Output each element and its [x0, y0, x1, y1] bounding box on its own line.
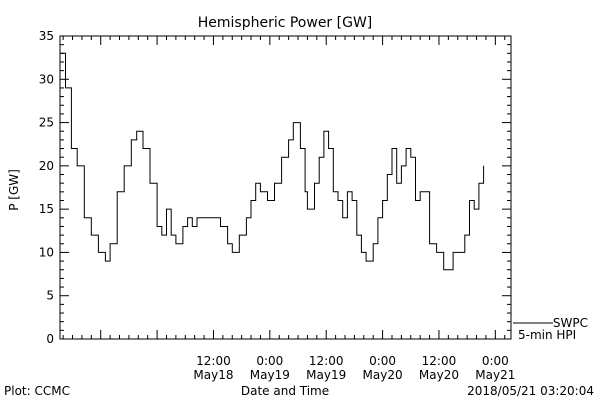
series-line-hpi — [60, 52, 485, 271]
y-tick-label: 10 — [39, 245, 54, 259]
x-tick-date-label: May19 — [250, 368, 290, 382]
x-tick-time-label: 0:00 — [369, 354, 396, 368]
x-tick-date-label: May21 — [475, 368, 515, 382]
legend-source: SWPC — [553, 316, 588, 330]
y-tick-label: 15 — [39, 202, 54, 216]
y-axis-ticks: 0 5 10 15 20 25 30 35 — [39, 29, 511, 346]
x-tick-time-label: 12:00 — [196, 354, 231, 368]
y-tick-label: 0 — [46, 332, 54, 346]
x-axis-ticks: 12:00May180:00May1912:00May190:00May2012… — [62, 36, 515, 382]
plot-credit: Plot: CCMC — [4, 384, 70, 398]
x-tick-time-label: 0:00 — [256, 354, 283, 368]
plot-timestamp: 2018/05/21 03:20:04 — [467, 384, 594, 398]
plot-frame — [59, 35, 512, 340]
y-tick-label: 30 — [39, 72, 54, 86]
x-tick-date-label: May19 — [306, 368, 346, 382]
y-tick-label: 35 — [39, 29, 54, 43]
chart-title: Hemispheric Power [GW] — [198, 15, 373, 31]
x-tick-time-label: 12:00 — [422, 354, 457, 368]
legend-label: 5-min HPI — [518, 328, 576, 342]
x-tick-date-label: May18 — [193, 368, 233, 382]
y-tick-label: 20 — [39, 159, 54, 173]
y-axis-label: P [GW] — [7, 169, 21, 211]
x-tick-time-label: 12:00 — [309, 354, 344, 368]
x-tick-date-label: May20 — [363, 368, 403, 382]
y-tick-label: 5 — [46, 289, 54, 303]
x-tick-date-label: May20 — [419, 368, 459, 382]
x-tick-time-label: 0:00 — [482, 354, 509, 368]
x-axis-label: Date and Time — [241, 384, 329, 398]
y-tick-label: 25 — [39, 116, 54, 130]
